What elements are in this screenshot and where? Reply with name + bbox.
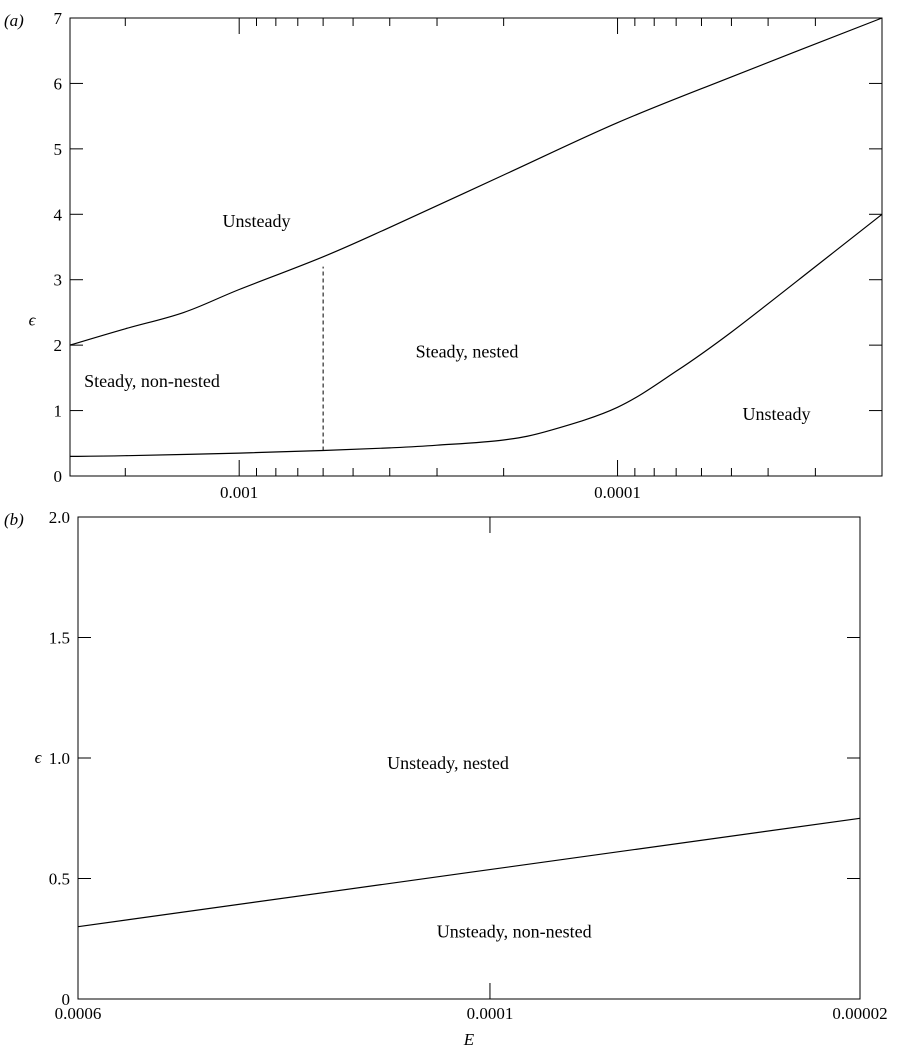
y-tick-label: 5	[54, 140, 63, 159]
x-tick-label: 0.0006	[55, 1004, 102, 1023]
region-label: Steady, nested	[416, 342, 519, 362]
x-tick-label: 0.0001	[594, 483, 641, 502]
panel-a: (a) 0 1 2 3 4 5 6 7 ϵ 0.001 0.0001 Unsteady Steady, n…	[4, 9, 883, 502]
y-tick-label: 3	[54, 271, 63, 290]
x-tick-label: 0.00002	[832, 1004, 887, 1023]
y-axis-label: ϵ	[29, 310, 37, 329]
x-tick-label: 0.0001	[467, 1004, 514, 1023]
plot-frame	[69, 17, 883, 477]
region-label: Unsteady, non-nested	[437, 922, 592, 942]
panel-label: (a)	[4, 11, 24, 30]
region-label: Unsteady	[223, 211, 291, 231]
y-tick-label: 7	[54, 9, 63, 28]
y-tick-label: 2.0	[49, 508, 70, 527]
panel-label: (b)	[4, 510, 24, 529]
series-line-2	[69, 213, 883, 457]
y-tick-label: 2	[54, 336, 63, 355]
panel-b: (b) 0 0.5 1.0 1.5 2.0 ϵ 0.0006 0.0001 0.00002 E Uns…	[4, 508, 888, 1049]
x-axis-label: E	[463, 1030, 475, 1049]
region-label: Unsteady, nested	[387, 753, 509, 773]
series-line-1	[77, 817, 861, 928]
y-tick-label: 1	[54, 402, 63, 421]
x-tick-label: 0.001	[220, 483, 258, 502]
y-axis-label: ϵ	[35, 748, 43, 767]
region-label: Steady, non-nested	[84, 371, 220, 391]
region-label: Unsteady	[743, 404, 811, 424]
series-line-1	[69, 17, 883, 346]
y-tick-label: 0	[62, 990, 71, 1009]
y-tick-label: 1.5	[49, 629, 70, 648]
y-tick-label: 6	[54, 74, 63, 93]
y-tick-label: 1.0	[49, 749, 70, 768]
y-tick-label: 0	[54, 467, 63, 486]
y-tick-label: 0.5	[49, 870, 70, 889]
y-tick-label: 4	[54, 205, 63, 224]
